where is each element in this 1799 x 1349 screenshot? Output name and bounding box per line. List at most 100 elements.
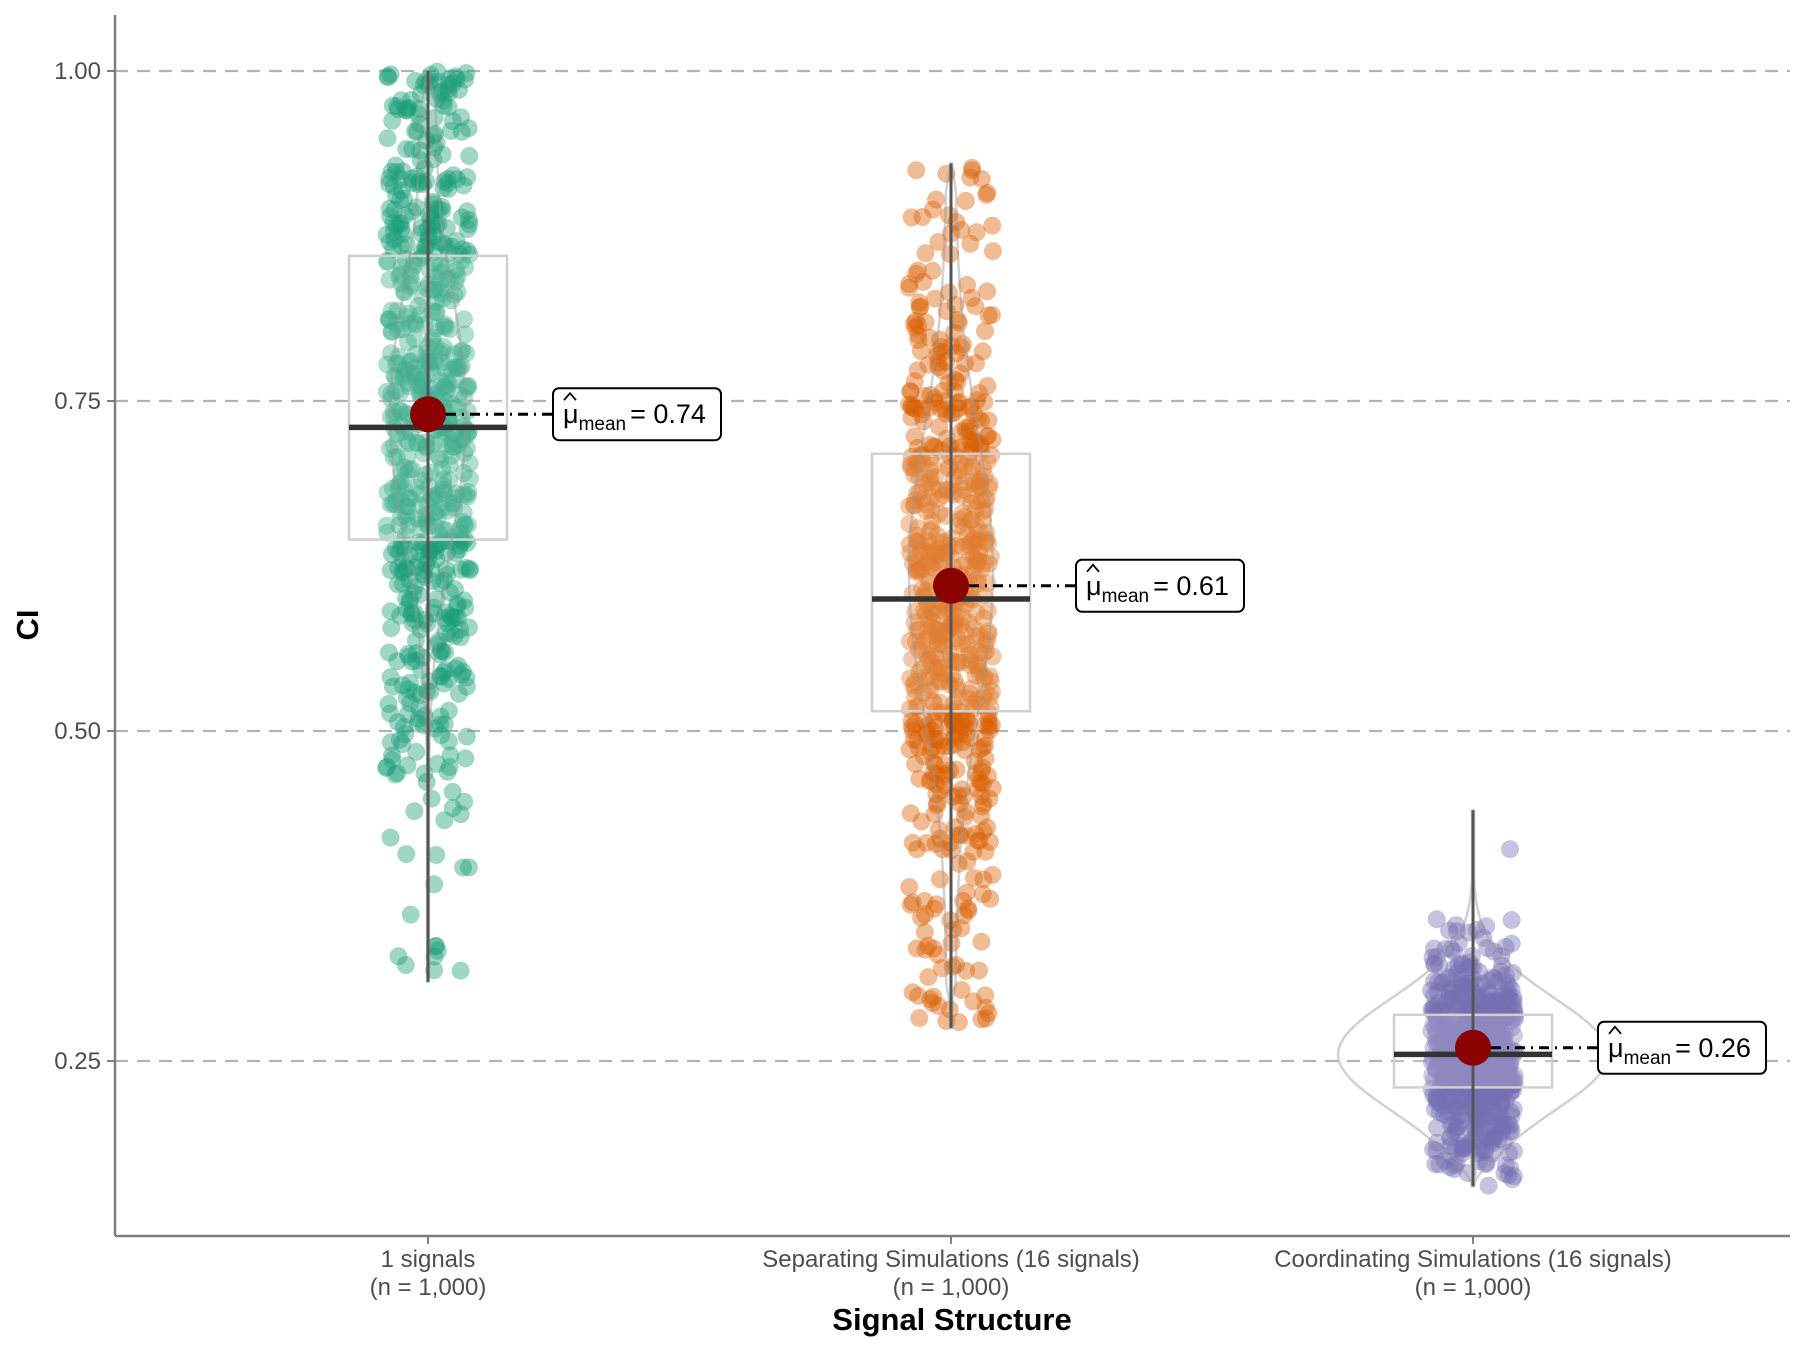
data-point [460,215,479,234]
data-point [398,447,417,466]
data-point [927,190,946,209]
data-point [963,431,981,450]
data-point [442,395,461,413]
data-point [934,486,953,505]
data-point [451,620,470,639]
data-point [439,84,458,102]
data-point [921,386,940,405]
data-point [927,620,946,639]
data-point [912,489,931,508]
data-point [976,986,995,1005]
data-point [452,408,471,427]
data-point [1472,1009,1491,1027]
data-point [932,534,951,553]
data-point [967,603,986,622]
data-point [976,749,995,768]
data-point [968,391,986,410]
data-point [429,632,448,651]
data-point [978,631,997,650]
x-tick-n-label: (n = 1,000) [370,1274,487,1301]
data-point [377,758,396,777]
data-point [904,496,923,515]
data-point [951,438,970,457]
data-point [935,602,954,621]
data-point [384,448,403,467]
data-point [411,305,429,324]
data-point [901,382,920,401]
data-point [437,560,456,579]
data-point [917,502,936,520]
data-point [913,400,932,418]
y-axis-title: CI [10,610,45,641]
data-point [431,450,450,469]
data-point [412,218,431,237]
data-point [928,628,947,647]
data-point [918,543,937,562]
data-point [382,390,401,408]
data-point [432,499,451,518]
data-point [935,625,954,644]
data-point [450,540,468,559]
data-point [433,289,452,308]
data-point [453,662,472,681]
data-point [907,563,926,582]
data-point [428,941,447,960]
data-point [918,646,937,664]
data-point [1488,1023,1507,1042]
data-point [952,220,971,239]
data-point [917,494,936,513]
x-tick-label: Separating Simulations (16 signals) [762,1246,1140,1273]
data-point [916,244,935,263]
data-point [922,721,941,740]
data-point [925,693,944,712]
data-point [434,663,453,682]
data-point [919,532,938,551]
data-point [974,609,993,628]
data-point [427,90,446,109]
data-point [928,539,947,558]
data-point [906,715,925,733]
data-point [927,785,946,804]
data-point [431,574,450,593]
data-point [434,470,453,489]
data-point [973,342,992,361]
data-point [975,393,994,412]
data-point [911,534,930,553]
data-point [962,679,981,698]
data-point [410,552,429,571]
data-point [900,497,919,516]
data-point [908,454,927,473]
data-point [955,808,974,827]
data-point [457,64,476,83]
data-point [948,311,967,330]
data-point [948,629,967,648]
data-point [978,282,997,301]
data-point [921,681,940,700]
data-point [430,645,449,664]
data-point [907,632,925,651]
data-point [949,786,967,805]
data-point [449,684,468,703]
data-point [973,738,992,757]
data-point [407,651,426,670]
data-point [963,161,981,180]
data-point [421,358,440,377]
data-point [417,511,436,530]
data-point [443,528,462,547]
data-point [968,656,987,675]
data-point [395,366,414,385]
x-axis-ticks: 1 signals(n = 1,000)Separating Simulatio… [370,1236,1672,1301]
data-point [964,472,983,491]
data-point [971,696,990,715]
data-point [378,129,397,148]
x-tick-n-label: (n = 1,000) [1415,1274,1532,1301]
data-point [457,677,476,696]
data-point [980,474,999,493]
data-point [399,680,418,699]
data-point [397,497,416,516]
data-point [908,532,927,551]
data-point [900,274,919,293]
data-point [958,535,977,554]
data-point [407,742,426,761]
data-point [450,359,469,378]
